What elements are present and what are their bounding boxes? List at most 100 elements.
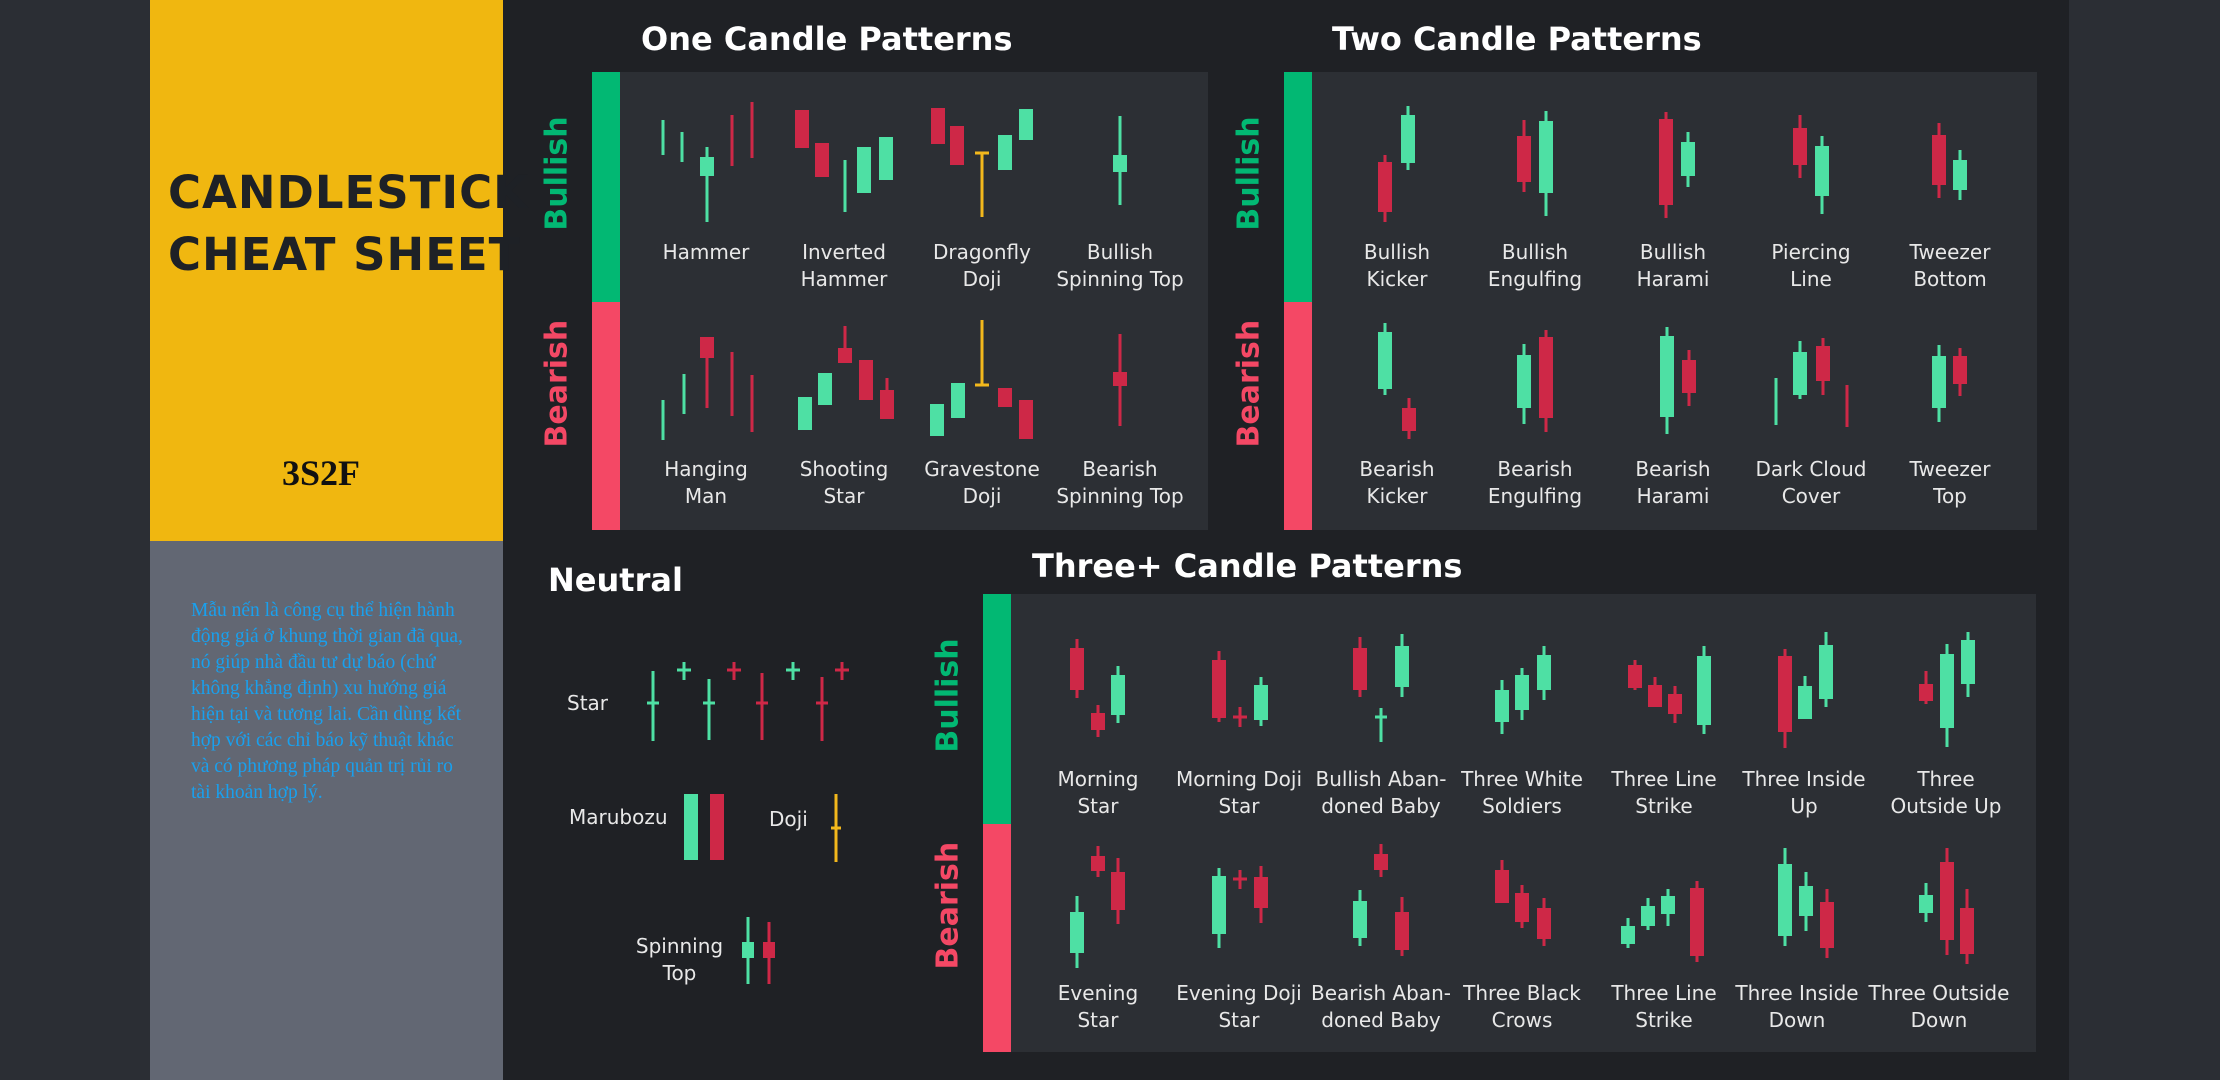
candle-38 <box>1659 112 1673 218</box>
candle-73 <box>710 794 724 860</box>
description-text: Mẫu nến là công cụ thể hiện hành động gi… <box>191 600 463 803</box>
three-bear-label-0: Evening Star <box>1057 981 1139 1032</box>
three-bullish-bar <box>983 594 1011 824</box>
one-bear-label-3: Bearish Spinning Top <box>1056 457 1184 508</box>
candle-19 <box>700 337 714 408</box>
one-bear-label-1: Shooting Star <box>799 457 889 508</box>
three-bull-label-0: Morning Star <box>1057 767 1139 818</box>
two-bear-label-1: Bearish Engulfing <box>1487 457 1583 508</box>
candle-32 <box>1019 400 1033 439</box>
candle-109 <box>1353 890 1367 946</box>
three-bear-label-1: Evening Doji Star <box>1176 981 1302 1032</box>
candle-96 <box>1778 649 1792 748</box>
one-bull-label-1: Inverted Hammer <box>800 240 888 291</box>
two-bearish-bar <box>1284 302 1312 530</box>
two-bear-label-4: Tweezer Top <box>1909 457 1991 508</box>
candle-111 <box>1395 897 1409 956</box>
candle-92 <box>1628 660 1642 690</box>
sheet-title-line2: CHEAT SHEET <box>168 228 521 281</box>
candle-85 <box>1353 637 1367 697</box>
candle-44 <box>1378 323 1392 395</box>
candle-102 <box>1070 896 1084 968</box>
candle-55 <box>1953 348 1967 396</box>
candle-40 <box>1793 115 1807 178</box>
candle-47 <box>1539 330 1553 432</box>
one-bull-label-3: Bullish Spinning Top <box>1056 240 1184 291</box>
candle-121 <box>1820 889 1834 958</box>
candle-110 <box>1374 844 1388 877</box>
candle-6 <box>815 143 829 177</box>
candle-115 <box>1621 918 1635 948</box>
candle-49 <box>1682 350 1696 406</box>
three-bear-label-5: Three Inside Down <box>1735 981 1859 1032</box>
candle-14 <box>998 135 1012 170</box>
candle-34 <box>1378 155 1392 222</box>
candle-118 <box>1690 881 1704 962</box>
one-bear-label-0: Hanging Man <box>664 457 748 508</box>
candle-79 <box>1091 705 1105 737</box>
neutral-marubozu-label: Marubozu <box>569 805 668 829</box>
candle-25 <box>859 360 873 400</box>
candle-94 <box>1668 686 1682 723</box>
two-bullish-bar <box>1284 72 1312 302</box>
two-bear-label-3: Dark Cloud Cover <box>1755 457 1867 508</box>
candle-95 <box>1697 646 1711 734</box>
candle-90 <box>1515 668 1529 720</box>
candle-76 <box>742 917 754 984</box>
three-bull-label-5: Three Inside Up <box>1742 767 1866 818</box>
one-bullish-bar <box>592 72 620 302</box>
candle-114 <box>1537 898 1551 946</box>
two-candle-title: Two Candle Patterns <box>1332 20 1702 58</box>
candle-26 <box>880 378 894 419</box>
candle-88 <box>1395 634 1409 697</box>
three-bear-label-3: Three Black Crows <box>1463 981 1581 1032</box>
two-bull-label-1: Bullish Engulfing <box>1487 240 1583 291</box>
three-bear-label-6: Three Outside Down <box>1868 981 2010 1032</box>
candle-117 <box>1661 889 1675 926</box>
candle-33 <box>1113 334 1127 426</box>
candle-23 <box>818 373 832 405</box>
candle-72 <box>684 794 698 860</box>
neutral-star-label: Star <box>567 691 609 715</box>
candle-42 <box>1932 123 1946 198</box>
candle-105 <box>1212 868 1226 948</box>
candle-46 <box>1517 344 1531 424</box>
neutral-title: Neutral <box>548 561 683 599</box>
three-bull-label-1: Morning Doji Star <box>1175 767 1303 818</box>
candle-11 <box>950 126 964 165</box>
candle-48 <box>1660 327 1674 434</box>
sidebar-title-panel <box>150 0 503 541</box>
three-bull-label-3: Three White Soldiers <box>1461 767 1583 818</box>
candle-36 <box>1517 120 1531 192</box>
candle-99 <box>1919 671 1933 704</box>
candle-77 <box>763 922 775 984</box>
candle-54 <box>1932 345 1946 422</box>
candle-100 <box>1940 644 1954 747</box>
candle-97 <box>1798 676 1812 719</box>
three-bearish-bar <box>983 824 1011 1052</box>
three-candle-panel <box>983 594 2036 1052</box>
two-bull-label-2: Bullish Harami <box>1636 240 1710 291</box>
candle-5 <box>795 110 809 148</box>
neutral-spinning-top-label: Spinning Top <box>635 934 724 985</box>
candle-43 <box>1953 150 1967 200</box>
two-bull-label-4: Tweezer Bottom <box>1909 240 1991 291</box>
one-bearish-bar <box>592 302 620 530</box>
candle-2 <box>700 147 714 222</box>
brand-label: 3S2F <box>282 453 361 493</box>
two-bull-label-0: Bullish Kicker <box>1363 240 1431 291</box>
candle-41 <box>1815 136 1829 214</box>
two-bull-label-3: Piercing Line <box>1771 240 1851 291</box>
candle-113 <box>1515 885 1529 928</box>
three-bear-label-2: Bearish Aban- doned Baby <box>1310 981 1452 1032</box>
candle-28 <box>951 383 965 418</box>
candle-122 <box>1919 883 1933 922</box>
neutral-doji-label: Doji <box>769 807 808 831</box>
one-bull-label-2: Dragonfly Doji <box>933 240 1031 291</box>
candle-31 <box>998 388 1012 407</box>
candle-103 <box>1091 846 1105 877</box>
candle-84 <box>1254 677 1268 726</box>
candle-9 <box>879 137 893 180</box>
one-bull-label-0: Hammer <box>662 240 750 264</box>
